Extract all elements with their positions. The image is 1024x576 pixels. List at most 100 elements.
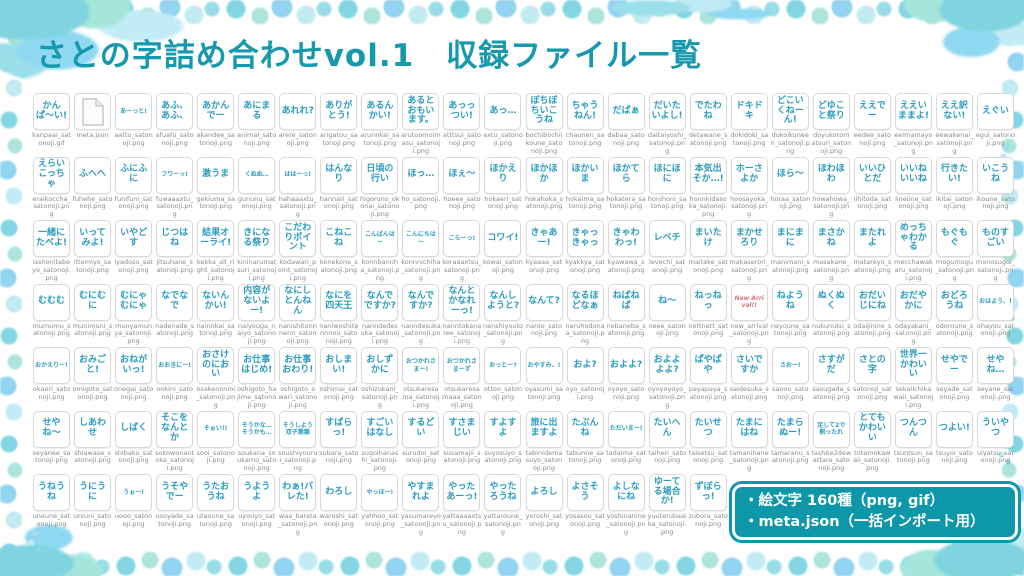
sticker-tile: ドキドキ dokidoki_satonoji.png <box>729 93 770 157</box>
sticker-tile: まいたけ maitake_satonoji.png <box>688 220 729 284</box>
file-name: animal_satonoji.png <box>237 131 277 147</box>
file-name: arere_satonoji.png <box>278 131 317 147</box>
sticker-tile: どゆこと祭り doyukotomatsuri_satonoji.png <box>811 93 852 157</box>
sticker-text: お仕事はじめ! <box>241 354 273 375</box>
sticker-tile: またれよ matareyo_satonoji.png <box>852 220 893 284</box>
sticker-tile: せやね〜 seyanee_satonoji.png <box>31 410 72 475</box>
sticker-text: あふ、あふ、 <box>161 100 189 121</box>
info-line-emoji-count: ・絵文字 160種（png, gif） <box>744 492 945 509</box>
sticker-tile: ほっ… ho_satonoji.png <box>400 156 441 221</box>
sticker-text: どこいくねーん! <box>776 95 804 126</box>
file-name: yoroshi_satonoji.png <box>525 512 563 528</box>
sticker-tile: わぁ!バレた! waa_bareta_satonoji.png <box>277 474 318 538</box>
sticker-text: おかえりー! <box>35 361 68 369</box>
sticker-tile: ええ訳ない! eewakenai_satonoji.png <box>934 93 975 157</box>
sticker-thumbnail: ほっ… <box>402 156 440 194</box>
floral-border-bottom <box>0 552 1024 576</box>
sticker-tile: ぬくぬく nukunuku_satonoji.png <box>811 283 852 348</box>
sticker-text: なるほどなぁ <box>571 291 599 311</box>
sticker-thumbnail: お仕事はじめ! <box>238 347 276 384</box>
file-grid: かんぱ〜い! kanpaai_satonoji.gif meta.json あーっと!… <box>31 93 1016 538</box>
sticker-text: New Arrival!! <box>734 294 764 309</box>
file-name: hoeee_satonoji.png <box>443 194 481 211</box>
sticker-text: ほら〜 <box>776 169 804 180</box>
sticker-tile: レベチ levechi_satonoji.png <box>647 220 688 284</box>
file-name: koraaaxtsu_satonoji.png <box>442 258 482 282</box>
sticker-thumbnail: むにゃむにゃ <box>115 283 153 321</box>
sticker-text: おねがいっ! <box>120 354 148 375</box>
file-name: iyadosu_satonoji.png <box>114 258 153 274</box>
package-contents-box: ・絵文字 160種（png, gif） ・meta.json（一括インポート用） <box>732 484 1018 540</box>
sticker-thumbnail: お仕事おわり! <box>279 347 317 384</box>
sticker-tile: よしなにね yoshinanine_satonoji.png <box>606 474 647 538</box>
file-name: oshigoto_hajime_satonoji.png <box>237 385 277 409</box>
sticker-tile: およよ? oyoyo_satonoji.png <box>606 347 647 411</box>
file-name: eeimamayo_satonoji.png <box>893 131 933 155</box>
sticker-text: ほかえり <box>489 164 517 184</box>
sticker-tile: さいですか saidesuka_satonoji.png <box>729 347 770 411</box>
file-name: odayakani_satonoji.png <box>895 321 932 346</box>
sticker-text: おっとー? <box>489 361 517 369</box>
file-name: manimani_satonoji.png <box>770 258 810 274</box>
sticker-thumbnail: やすまれよ <box>402 474 440 511</box>
sticker-tile: かんぱ〜い! kanpaai_satonoji.gif <box>31 93 72 157</box>
sticker-tile: 結果オーライ! kekka_all_right_satonoji.png <box>195 220 236 284</box>
sticker-thumbnail: そうかな…そうかも… <box>238 410 276 448</box>
sticker-tile: そうしよう双子葉類 soushiyourui_satonoji.png <box>277 410 318 475</box>
sticker-thumbnail: うぉー! <box>115 474 153 511</box>
sticker-text: やすまれよ <box>407 481 435 502</box>
file-name: akandee_satonoji.png <box>196 131 235 147</box>
sticker-tile: しばく shibaku_satonoji.png <box>113 410 154 475</box>
sticker-text: そうかな…そうかも… <box>241 421 272 436</box>
sticker-text: こだわりポイント <box>284 222 312 253</box>
file-name: axtu_satonoji.png <box>483 131 523 147</box>
sticker-thumbnail: あっ… <box>484 93 522 130</box>
sticker-text: ただいまー! <box>609 425 643 433</box>
file-name: bochibochiikoune_satonoji.png <box>525 131 563 155</box>
sticker-text: あっっつい! <box>448 100 476 121</box>
sticker-tile: あふ、あふ、 afuafu_satonoji.png <box>154 93 195 157</box>
file-name: neee_satonoji.png <box>648 321 686 338</box>
file-name: otsukaresamaaa_satonoji.png <box>442 385 482 409</box>
sticker-text: よしなにね <box>612 481 640 502</box>
sticker-text: なにを四天王 <box>325 291 353 311</box>
sticker-tile: なんしようと? nanshiyouto_satonoji.png <box>482 283 523 348</box>
sticker-text: ははーっ! <box>284 171 312 179</box>
sticker-tile: なんとかなれーっ! nanntokanaree_satonoji.png <box>441 283 482 348</box>
sticker-tile: たいへん taihen_satonoji.png <box>647 410 688 475</box>
sticker-text: ちゃうねん! <box>571 100 599 121</box>
file-name: hokatera_satonoji.png <box>606 194 646 211</box>
sticker-text: ええいままよ! <box>897 100 929 121</box>
file-name: kininarumatsuri_satonoji.png <box>237 258 277 282</box>
sticker-thumbnail: あかんでー <box>197 93 235 130</box>
sticker-text: ありがとう! <box>325 100 353 121</box>
sticker-thumbnail: ふにふに <box>115 156 153 194</box>
sticker-thumbnail: おつかれさまー! <box>402 347 440 384</box>
sticker-tile: つよい! tsuyoi_satonoji.png <box>934 410 975 475</box>
sticker-text: ほにほに <box>653 164 681 184</box>
floral-cluster-top-middle <box>600 0 770 32</box>
sticker-text: じつはね <box>161 227 189 248</box>
file-name: gununu_satonoji.png <box>237 194 276 211</box>
sticker-thumbnail: 行きたい! <box>935 156 973 194</box>
file-name: onegai_satonoji.png <box>114 385 154 401</box>
sticker-text: いこうね <box>981 164 1009 184</box>
sticker-tile: たいせつ taisetsu_satonoji.png <box>688 410 729 475</box>
file-name: okaeri_satonoji.png <box>32 385 71 401</box>
sticker-tile: とてもかわいい totemokawaii_satonoji.png <box>852 410 893 475</box>
sticker-tile: まかせろり makaserori_satonoji.png <box>729 220 770 284</box>
sticker-thumbnail: おさけのにおい <box>197 347 235 384</box>
sticker-text: おしまい! <box>325 354 353 375</box>
file-name: taisetsu_satonoji.png <box>688 448 728 465</box>
file-name: aatto_satonoji.png <box>114 131 153 147</box>
sticker-tile: めっちゃわかる mecchawakaru_satonoji.png <box>893 220 934 284</box>
sticker-thumbnail: うねうね <box>33 474 71 511</box>
sticker-thumbnail: おつかれさまーず <box>443 347 481 384</box>
sticker-thumbnail: 本気出そか…! <box>689 156 727 194</box>
sticker-thumbnail: すさまじい <box>443 410 481 448</box>
sticker-tile: コワイ! kowai_satonoji.png <box>482 220 523 284</box>
sticker-tile: 世界一かわいい sekaiichikawaii_satonoji.png <box>893 347 934 411</box>
sticker-tile: いこうね ikoune_satonoji.png <box>975 156 1016 221</box>
sticker-text: およよ? <box>609 359 643 370</box>
